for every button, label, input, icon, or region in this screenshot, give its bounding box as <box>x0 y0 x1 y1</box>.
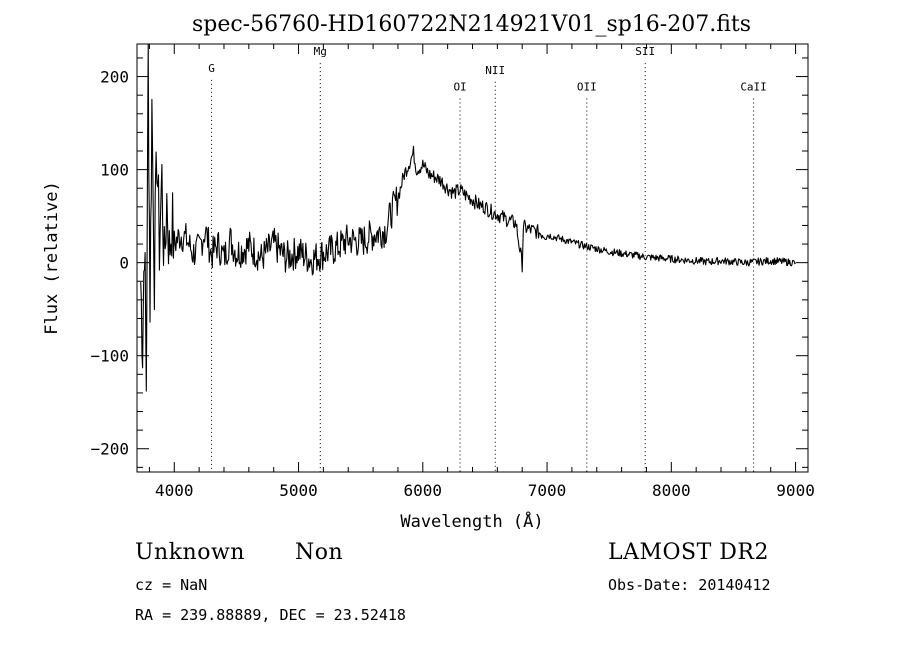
y-tick-label: 200 <box>100 68 129 87</box>
spectral-line-label: Mg <box>314 45 327 58</box>
x-tick-label: 5000 <box>279 481 318 500</box>
y-tick-label: −100 <box>90 347 129 366</box>
survey-label: LAMOST DR2 <box>608 540 769 565</box>
spectral-line-label: CaII <box>740 81 767 94</box>
y-axis-label: Flux (relative) <box>42 181 62 335</box>
class-label: Unknown <box>135 540 245 565</box>
x-tick-label: 8000 <box>652 481 691 500</box>
spectral-line-label: G <box>208 62 215 75</box>
series <box>140 44 797 392</box>
y-tick-label: −200 <box>90 440 129 459</box>
spectral-line-label: NII <box>485 64 505 77</box>
subclass-label: Non <box>295 540 344 565</box>
y-tick-label: 100 <box>100 161 129 180</box>
chart-title: spec-56760-HD160722N214921V01_sp16-207.f… <box>191 12 752 37</box>
redshift-label: cz = NaN <box>135 576 208 594</box>
spectrum-line <box>140 44 797 392</box>
coordinates-label: RA = 239.88889, DEC = 23.52418 <box>135 606 406 624</box>
y-tick-label: 0 <box>119 254 129 273</box>
x-axis-label: Wavelength (Å) <box>400 512 544 532</box>
x-tick-label: 4000 <box>155 481 194 500</box>
spectral-line-label: SII <box>635 45 655 58</box>
x-tick-label: 7000 <box>528 481 567 500</box>
spectral-line-label: OII <box>577 81 597 94</box>
x-tick-label: 6000 <box>404 481 443 500</box>
obs-date-label: Obs-Date: 20140412 <box>608 576 771 594</box>
axes: 4000 5000 6000 7000 8000 9000 −200 −100 0 100 200 <box>90 43 815 500</box>
x-tick-label: 9000 <box>776 481 815 500</box>
spectral-line-label: OI <box>453 81 466 94</box>
